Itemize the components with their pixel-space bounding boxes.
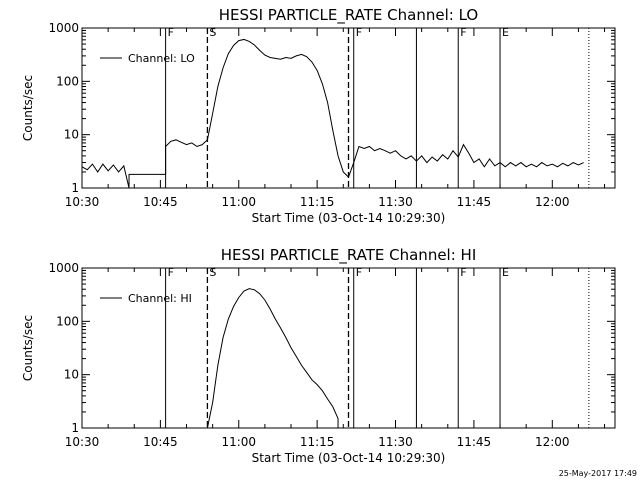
legend-entry: Channel: HI [128,292,192,305]
x-tick-label: 11:15 [300,435,335,449]
marker-label: E [502,266,509,279]
x-axis-label: Start Time (03-Oct-14 10:29:30) [252,451,446,465]
marker-label: F [168,266,174,279]
x-tick-label: 10:45 [143,435,178,449]
series-line [206,288,339,429]
footer-timestamp: 25-May-2017 17:49 [559,469,637,478]
y-tick-label: 1 [71,181,79,195]
y-tick-label: 100 [56,74,79,88]
y-tick-label: 10 [64,368,79,382]
x-axis-label: Start Time (03-Oct-14 10:29:30) [252,211,446,225]
marker-label: F [460,26,466,39]
x-tick-label: 10:30 [65,435,100,449]
marker-label: E [502,26,509,39]
x-tick-label: 11:00 [221,435,256,449]
x-tick-label: 11:30 [378,435,413,449]
marker-label: F [168,26,174,39]
marker-label: F [460,266,466,279]
y-tick-label: 10 [64,128,79,142]
y-tick-label: 1000 [48,261,79,275]
x-tick-label: 12:00 [535,435,570,449]
y-axis-label: Counts/sec [21,315,35,381]
marker-label: S [209,266,216,279]
y-tick-label: 1 [71,421,79,435]
x-tick-label: 11:45 [457,435,492,449]
x-tick-label: 12:00 [535,195,570,209]
x-tick-label: 10:45 [143,195,178,209]
x-tick-label: 11:00 [221,195,256,209]
x-tick-label: 10:30 [65,195,100,209]
panel-lo: HESSI PARTICLE_RATE Channel: LO Counts/se… [21,6,616,225]
marker-label: S [209,26,216,39]
series-line [81,38,584,189]
x-tick-label: 11:45 [457,195,492,209]
marker-label: F [356,26,362,39]
panel-hi: HESSI PARTICLE_RATE Channel: HI Counts/se… [21,246,616,465]
chart-title: HESSI PARTICLE_RATE Channel: HI [221,246,477,265]
marker-label: F [356,266,362,279]
y-axis-label: Counts/sec [21,75,35,141]
legend-entry: Channel: LO [128,52,195,65]
x-tick-label: 11:30 [378,195,413,209]
y-tick-label: 100 [56,314,79,328]
chart-title: HESSI PARTICLE_RATE Channel: LO [219,6,478,25]
x-tick-label: 11:15 [300,195,335,209]
y-tick-label: 1000 [48,21,79,35]
